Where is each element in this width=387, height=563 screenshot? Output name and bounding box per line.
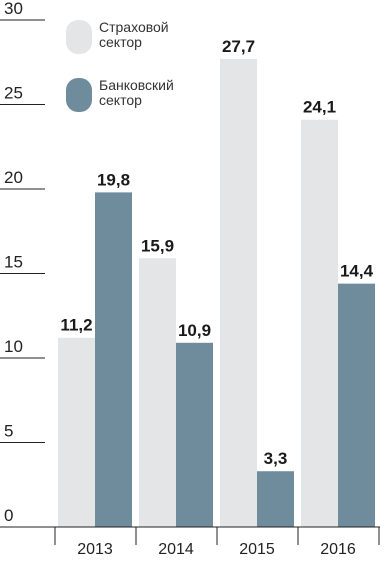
data-label: 10,9 [178, 321, 211, 340]
bar [176, 342, 213, 527]
y-tick-label: 25 [4, 84, 23, 103]
data-label: 14,4 [340, 262, 374, 281]
y-tick-label: 5 [4, 422, 13, 441]
bars [58, 58, 375, 528]
legend-label: сектор [99, 92, 142, 108]
data-label: 11,2 [60, 316, 92, 335]
legend-label: сектор [99, 34, 142, 50]
bar [338, 283, 375, 527]
data-label: 27,7 [222, 37, 255, 56]
data-label: 24,1 [303, 98, 336, 117]
data-label: 3,3 [264, 449, 288, 468]
y-tick-label: 20 [4, 168, 23, 187]
y-tick-label: 0 [4, 506, 13, 525]
x-axis: 2013 2014 2015 2016 [45, 526, 380, 558]
legend-swatch [66, 20, 92, 54]
bar [95, 192, 132, 527]
category-label: 2013 [77, 541, 113, 558]
bar [139, 258, 176, 527]
data-label: 19,8 [97, 170, 130, 189]
y-tick-label: 10 [4, 337, 23, 356]
legend-label: Страховой [99, 19, 169, 35]
bar [58, 337, 95, 527]
legend-label: Банковский [99, 77, 174, 93]
y-tick-label: 15 [4, 253, 23, 272]
bar [301, 119, 338, 528]
y-tick-label: 30 [4, 0, 23, 18]
legend-swatch [66, 78, 92, 112]
data-label: 15,9 [141, 236, 174, 255]
category-label: 2015 [239, 541, 275, 558]
y-axis: 0 5 10 15 20 25 30 [0, 0, 45, 528]
category-label: 2016 [320, 541, 356, 558]
data-labels: 11,2 19,8 15,9 10,9 27,7 3,3 24,1 14,4 [60, 37, 373, 468]
category-label: 2014 [158, 541, 194, 558]
bar [257, 471, 294, 527]
bar [220, 58, 257, 528]
